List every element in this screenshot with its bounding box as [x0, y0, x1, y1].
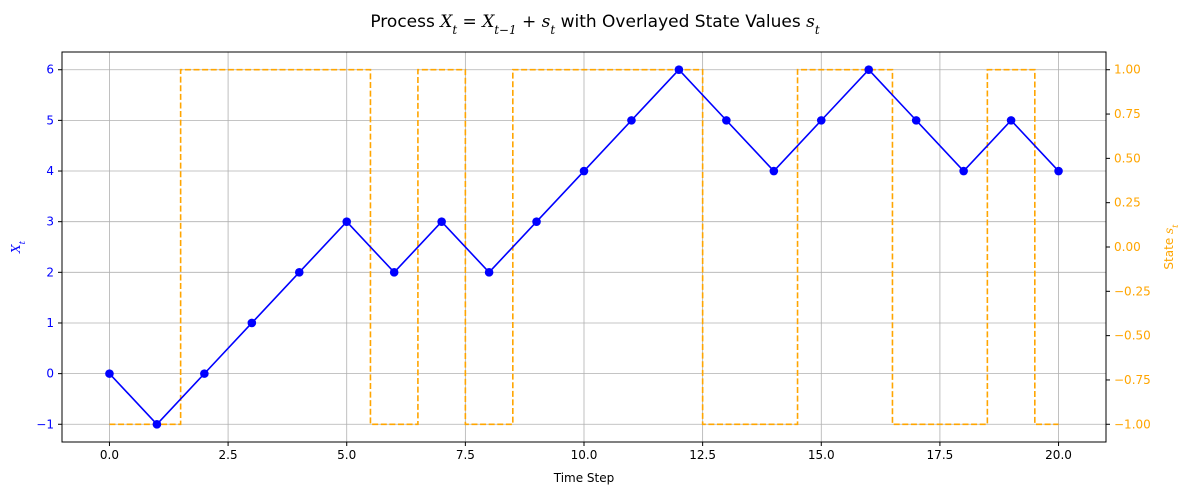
x-tick-label: 7.5 [456, 448, 475, 462]
process-point [294, 268, 304, 277]
y-right-prefix: State [1162, 234, 1176, 270]
y-right-tick-label: 0.00 [1114, 240, 1141, 254]
y-left-tick-label: 4 [46, 164, 54, 178]
process-point [674, 65, 684, 75]
process-point [342, 217, 352, 226]
process-point [769, 166, 779, 176]
title-equation: Xt = Xt−1 + st [438, 12, 555, 37]
y-right-symbol: st [1162, 224, 1180, 234]
process-point [1054, 166, 1063, 176]
process-point [864, 65, 874, 75]
title-middle: with Overlayed State Values [555, 12, 806, 32]
y-axis-left-title: Xt [9, 240, 27, 254]
process-point [532, 217, 541, 226]
process-series [105, 65, 1063, 429]
process-point [389, 268, 399, 277]
title-state-symbol: st [806, 12, 820, 37]
x-axis: 0.0 2.5 5.0 7.5 10.0 12.5 15.0 17.5 20.0 [100, 442, 1072, 462]
y-right-tick-label: −0.25 [1114, 284, 1151, 298]
process-point [437, 217, 446, 226]
process-point [959, 166, 968, 176]
process-point [627, 116, 636, 125]
y-left-symbol: Xt [9, 240, 27, 254]
title-prefix: Process [370, 12, 440, 32]
y-right-tick-label: −0.50 [1114, 329, 1151, 343]
y-left-tick-label: 3 [46, 215, 54, 229]
y-left-tick-label: 5 [46, 113, 54, 127]
y-left-tick-label: 0 [46, 367, 54, 381]
y-left-tick-label: 1 [46, 316, 54, 330]
chart-title: Process Xt = Xt−1 + st with Overlayed St… [370, 12, 820, 37]
y-axis-right-title: State st [1162, 224, 1180, 270]
y-right-tick-label: −0.75 [1114, 373, 1151, 387]
process-point [152, 419, 162, 429]
y-left-tick-label: 6 [46, 63, 54, 77]
y-right-tick-label: 0.50 [1114, 151, 1141, 165]
x-tick-label: 12.5 [689, 448, 716, 462]
process-point [579, 166, 589, 176]
process-point [105, 369, 114, 378]
y-left-tick-label: 2 [46, 265, 54, 279]
x-tick-label: 0.0 [100, 448, 119, 462]
process-point [484, 268, 494, 277]
y-right-tick-label: 1.00 [1114, 63, 1141, 77]
x-tick-label: 5.0 [337, 448, 356, 462]
grid [62, 52, 1106, 442]
x-tick-label: 15.0 [808, 448, 835, 462]
state-step-line [109, 68, 1059, 426]
x-tick-label: 10.0 [571, 448, 598, 462]
process-point [722, 116, 731, 125]
y-axis-right: −1.00 −0.75 −0.50 −0.25 0.00 0.25 0.50 0.75 1.00 [1106, 63, 1151, 431]
x-tick-label: 17.5 [927, 448, 954, 462]
state-series [109, 68, 1059, 426]
process-point [816, 116, 826, 125]
y-right-tick-label: 0.25 [1114, 196, 1141, 210]
y-left-tick-label: −1 [36, 417, 54, 431]
process-point [200, 369, 209, 378]
process-point [911, 116, 921, 125]
x-axis-title: Time Step [553, 471, 615, 485]
y-right-tick-label: 0.75 [1114, 107, 1141, 121]
x-tick-label: 2.5 [219, 448, 238, 462]
process-point [1006, 116, 1016, 125]
y-right-tick-label: −1.00 [1114, 417, 1151, 431]
process-point [247, 318, 257, 328]
x-tick-label: 20.0 [1045, 448, 1072, 462]
y-axis-left: −1 0 1 2 3 4 5 6 [36, 63, 62, 431]
